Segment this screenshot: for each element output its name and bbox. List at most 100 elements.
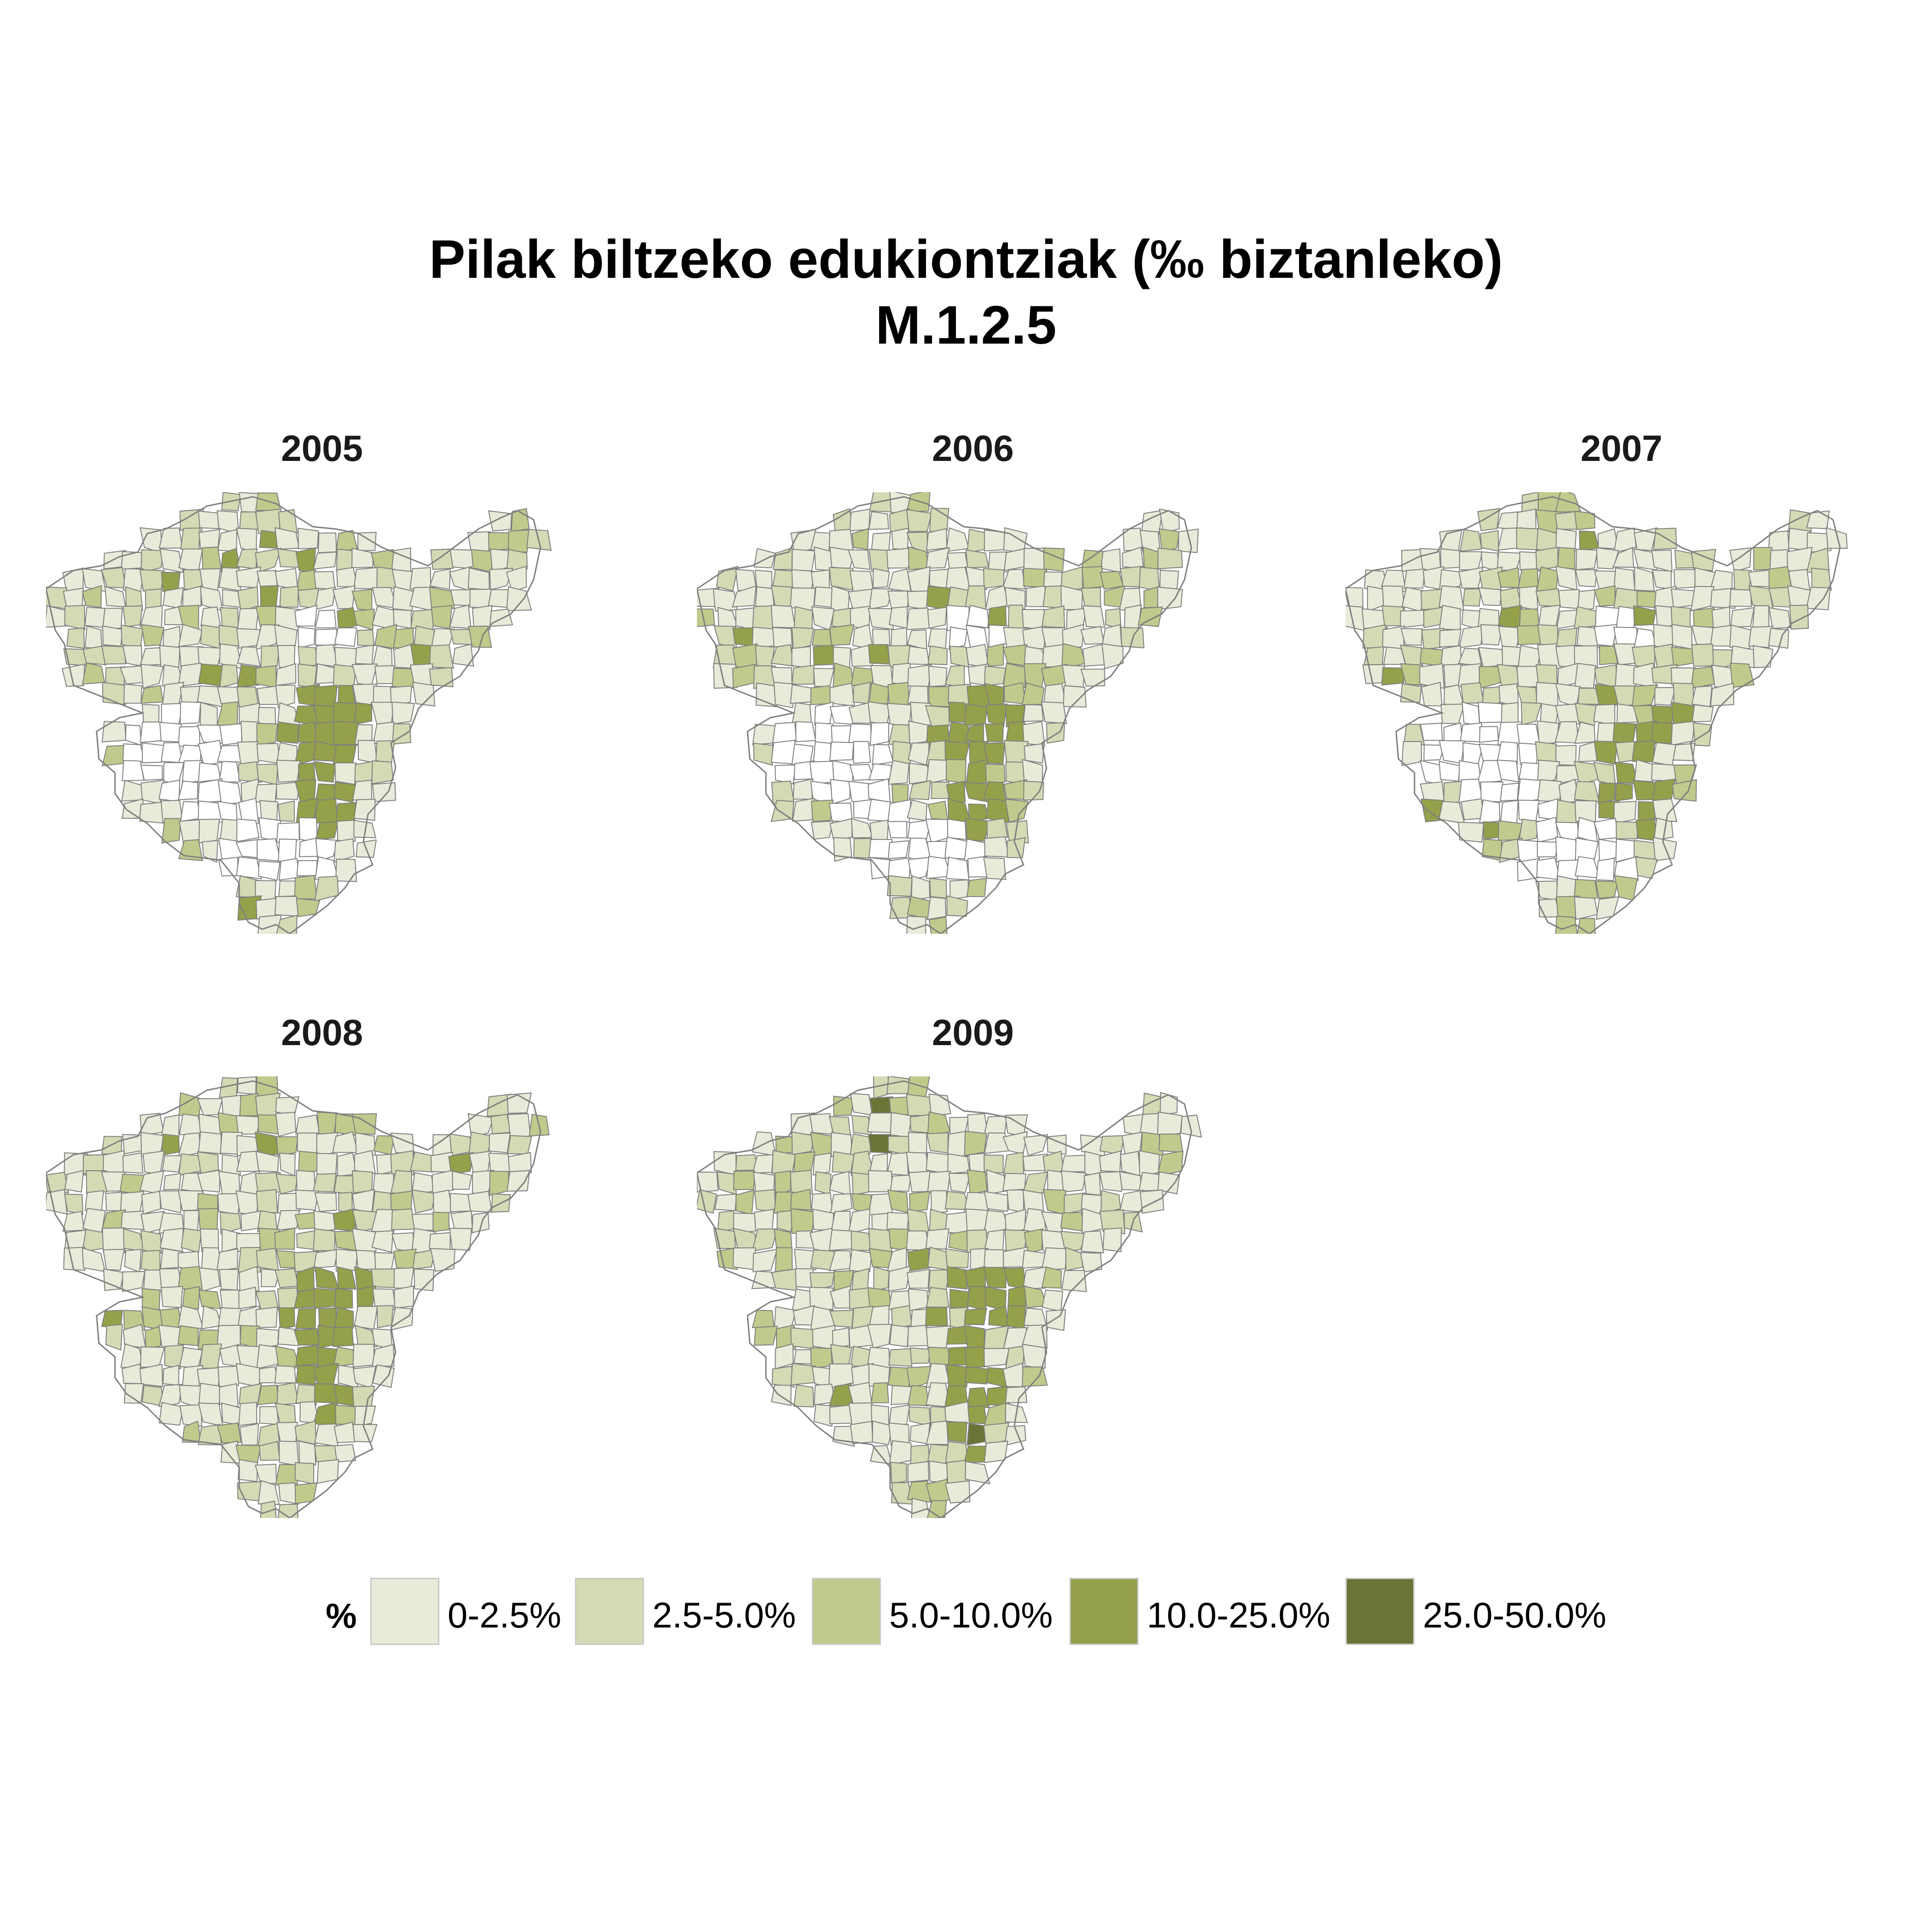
municipality-region [1458,822,1484,843]
municipality-region [1516,508,1537,531]
municipality-region [925,705,950,727]
municipality-region [794,1248,816,1271]
municipality-region [294,1211,317,1230]
municipality-region [965,1461,990,1484]
municipality-region [1119,1189,1144,1213]
municipality-region [1811,567,1832,592]
municipality-region [1423,744,1445,761]
municipality-region [814,1171,832,1196]
municipality-region [255,624,280,650]
municipality-region [1579,530,1599,552]
municipality-region [221,1094,243,1117]
municipality-region [371,1230,394,1253]
municipality-region [1061,1170,1087,1193]
municipality-region [276,781,301,800]
municipality-region [907,590,931,610]
municipality-region [949,1288,971,1310]
legend-label-2: 5.0-10.0% [889,1595,1053,1635]
municipality-region [790,1189,812,1211]
municipality-region [1081,1230,1104,1254]
municipality-region [770,1385,792,1406]
municipality-region [274,1268,299,1288]
municipality-region [791,1131,815,1156]
municipality-region [452,644,474,667]
municipality-region [199,1267,221,1292]
municipality-region [1022,1172,1048,1195]
municipality-region [774,764,796,785]
municipality-region [868,778,891,803]
municipality-region [1024,1228,1044,1254]
municipality-region [357,532,377,552]
municipality-region [1478,702,1503,723]
municipality-region [200,624,222,650]
municipality-region [1789,604,1809,630]
municipality-region [811,820,834,840]
municipality-region [238,1402,257,1426]
municipality-region [182,1286,200,1310]
municipality-region [467,1113,494,1138]
municipality-region [1536,720,1559,745]
municipality-region [295,1345,319,1367]
municipality-region [1002,1173,1027,1191]
municipality-region [985,763,1006,784]
legend-title: % [326,1597,357,1636]
municipality-region [1157,1111,1183,1137]
municipality-region [260,1501,277,1518]
municipality-region [1652,569,1672,590]
municipality-region [906,509,932,532]
municipality-region [983,1267,1007,1288]
municipality-region [1692,722,1713,747]
municipality-region [927,645,948,665]
municipality-region [851,528,869,550]
municipality-region [907,1461,930,1483]
municipality-region [237,1076,257,1095]
municipality-region [1635,857,1658,879]
municipality-region [809,1272,835,1292]
municipality-region [889,1324,909,1347]
municipality-region [966,878,987,897]
municipality-region [506,586,532,611]
municipality-region [1521,702,1542,726]
municipality-region [102,745,125,766]
municipality-region [1612,546,1634,568]
municipality-region [1596,857,1615,881]
municipality-region [812,1208,834,1231]
municipality-region [63,1247,86,1271]
municipality-region [352,1386,375,1408]
map-subtitle: M.1.2.5 [875,295,1057,356]
municipality-region [255,547,282,573]
municipality-region [337,1266,356,1290]
municipality-region [334,1288,353,1309]
municipality-region [1080,626,1105,645]
municipality-region [907,1385,930,1407]
municipality-region [275,1111,297,1137]
municipality-region [179,701,201,724]
municipality-region [771,1365,795,1388]
municipality-region [298,528,319,550]
municipality-region [773,682,796,708]
municipality-region [1500,782,1519,802]
municipality-region [964,1366,989,1385]
municipality-region [430,1248,456,1272]
municipality-region [279,586,299,608]
municipality-region [239,1383,262,1408]
municipality-region [925,818,950,844]
municipality-region [869,722,890,746]
municipality-region [887,875,913,897]
municipality-region [488,510,512,532]
municipality-region [218,780,242,805]
municipality-region [334,782,359,803]
municipality-region [298,721,318,743]
municipality-region [1367,586,1384,612]
municipality-region [1158,1133,1184,1153]
municipality-region [946,1421,967,1443]
municipality-region [1041,1266,1062,1289]
map-2005 [46,492,621,934]
municipality-region [237,1459,258,1482]
municipality-region [1478,587,1503,606]
municipality-region [256,723,278,746]
municipality-region [890,1174,912,1192]
municipality-region [813,586,834,608]
municipality-region [276,759,301,783]
municipality-region [139,569,165,592]
